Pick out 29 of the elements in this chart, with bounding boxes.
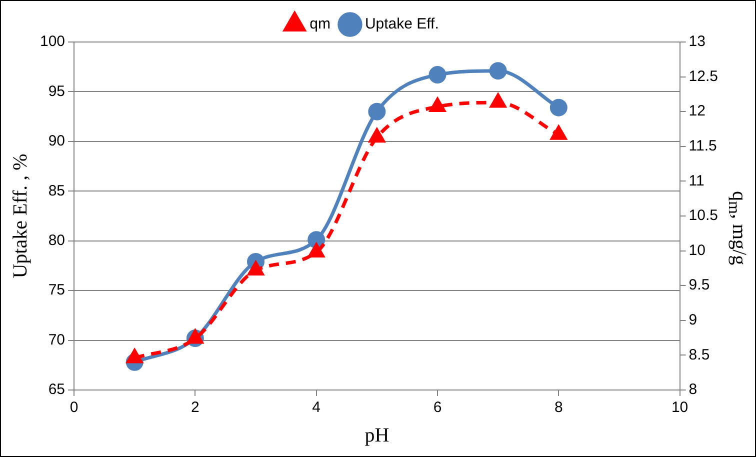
y-tick-label: 70 <box>48 331 66 348</box>
x-tick-label: 0 <box>70 399 78 416</box>
y2-tick-label: 8 <box>688 381 698 398</box>
y-tick-label: 90 <box>48 132 66 150</box>
y-axis-title: Uptake Eff. , % <box>9 154 32 278</box>
y-tick-label: 85 <box>48 182 66 200</box>
y2-tick-label: 11 <box>688 172 704 190</box>
y2-tick-label: 10.5 <box>688 207 718 224</box>
x-tick-label: 2 <box>191 399 200 416</box>
y-tick-label: 95 <box>48 82 66 100</box>
x-tick-label: 4 <box>312 399 321 416</box>
y2-tick-label: 9 <box>688 312 698 329</box>
y-tick-label: 100 <box>40 33 66 50</box>
y2-tick-label: 8.5 <box>688 346 710 364</box>
y2-tick-label: 11.5 <box>688 138 717 155</box>
y2-tick-label: 12.5 <box>688 68 718 85</box>
y-tick-label: 65 <box>48 381 66 398</box>
legend-label: Uptake Eff. <box>364 16 439 33</box>
y-tick-label: 80 <box>48 232 66 249</box>
y2-tick-label: 12 <box>688 102 706 120</box>
y2-tick-label: 10 <box>688 242 706 259</box>
x-tick-label: 10 <box>671 399 688 416</box>
x-axis-title: pH <box>364 424 390 446</box>
legend-label: qm <box>310 16 330 33</box>
x-tick-label: 8 <box>554 399 563 416</box>
y-tick-label: 75 <box>48 282 66 299</box>
x-tick-label: 6 <box>433 399 442 416</box>
y2-tick-label: 9.5 <box>688 276 710 294</box>
y2-tick-label: 13 <box>688 33 706 50</box>
